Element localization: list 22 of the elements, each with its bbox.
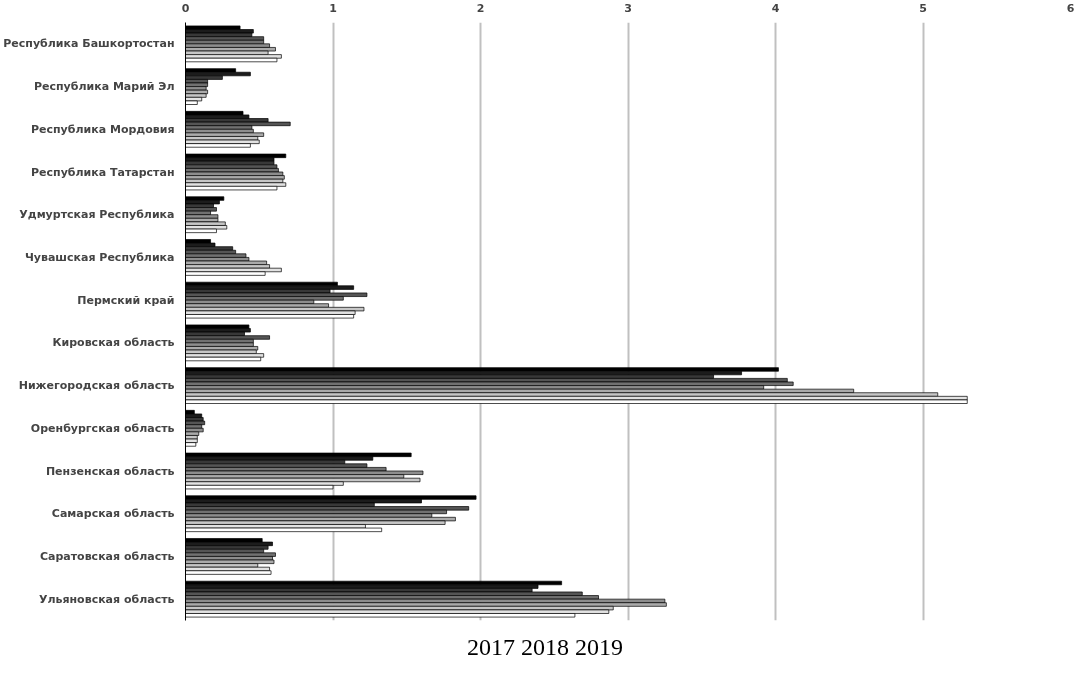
y-tick-label: Республика Мордовия (30, 122, 175, 136)
x-tick-label: 1 (329, 1, 337, 15)
x-tick-label: 3 (624, 1, 632, 15)
y-tick-label: Нижегородская область (18, 379, 175, 393)
x-tick-label: 4 (771, 1, 780, 15)
y-tick-label: Чувашская Республика (24, 250, 175, 264)
text: 2017 2018 2019 (467, 633, 623, 662)
y-tick-label: Самарская область (51, 507, 175, 521)
x-tick-label: 2 (476, 1, 485, 15)
y-tick-label: Оренбургская область (30, 421, 175, 435)
y-tick-label: Республика Башкортостан (3, 37, 175, 51)
x-tick-label: 0 (181, 1, 190, 15)
y-tick-label: Саратовская область (39, 549, 175, 563)
y-tick-label: Удмуртская Республика (19, 208, 175, 222)
y-tick-label: Республика Татарстан (31, 165, 175, 179)
y-tick-label: Пермский край (77, 293, 175, 307)
y-tick-label: Кировская область (52, 336, 175, 350)
y-tick-label: Пензенская область (45, 464, 175, 478)
x-tick-label: 5 (919, 1, 927, 15)
x-tick-label: 6 (1066, 1, 1075, 15)
y-tick-label: Республика Марий Эл (33, 80, 175, 94)
y-tick-label: Ульяновская область (38, 592, 175, 606)
